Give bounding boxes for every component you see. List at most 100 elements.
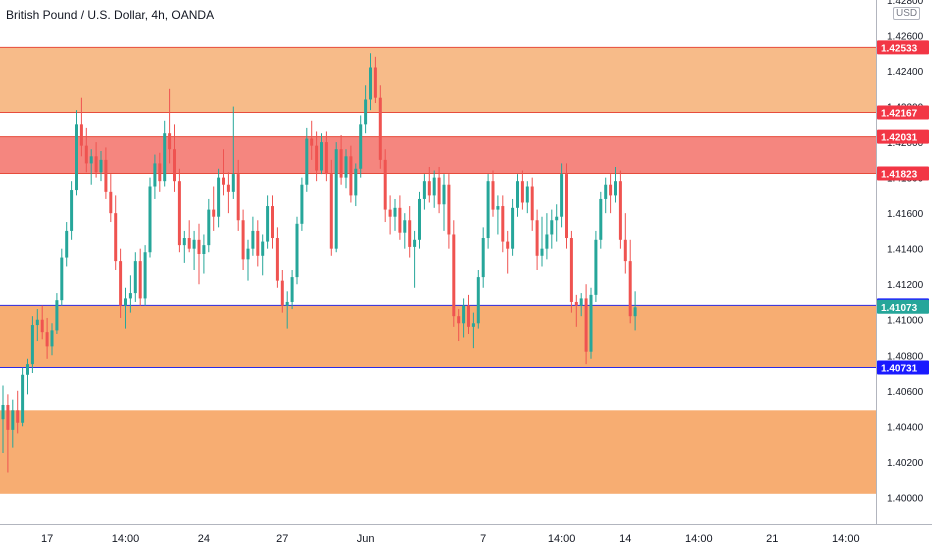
- candle-body[interactable]: [124, 298, 127, 306]
- candle-body[interactable]: [589, 294, 593, 352]
- candle-body[interactable]: [30, 325, 34, 365]
- candle-body[interactable]: [236, 174, 240, 221]
- candle-body[interactable]: [398, 207, 402, 233]
- candle-body[interactable]: [40, 319, 44, 333]
- candle-body[interactable]: [373, 67, 377, 98]
- candle-body[interactable]: [550, 220, 554, 235]
- candle-body[interactable]: [437, 177, 441, 205]
- candle-body[interactable]: [16, 410, 20, 423]
- candle-body[interactable]: [594, 239, 598, 295]
- candle-body[interactable]: [579, 298, 583, 306]
- candle-body[interactable]: [11, 410, 15, 430]
- candle-body[interactable]: [614, 181, 617, 196]
- candle-body[interactable]: [481, 238, 485, 278]
- candle-body[interactable]: [633, 307, 637, 317]
- candle-body[interactable]: [99, 159, 103, 173]
- candle-body[interactable]: [114, 213, 118, 262]
- candle-body[interactable]: [138, 261, 142, 299]
- candle-body[interactable]: [339, 149, 343, 178]
- candle-body[interactable]: [275, 238, 279, 281]
- candle-body[interactable]: [349, 156, 353, 196]
- candle-body[interactable]: [320, 142, 323, 171]
- candle-body[interactable]: [486, 181, 490, 239]
- candle-body[interactable]: [75, 124, 78, 191]
- candle-body[interactable]: [525, 186, 529, 203]
- candle-body[interactable]: [168, 133, 172, 150]
- candle-body[interactable]: [266, 206, 270, 242]
- candle-body[interactable]: [182, 238, 186, 246]
- candle-body[interactable]: [422, 181, 426, 199]
- candle-body[interactable]: [565, 174, 568, 239]
- candle-body[interactable]: [271, 206, 274, 239]
- candle-body[interactable]: [329, 174, 333, 249]
- candle-body[interactable]: [408, 220, 412, 247]
- candle-body[interactable]: [143, 252, 147, 299]
- candle-body[interactable]: [89, 156, 93, 164]
- candle-body[interactable]: [35, 319, 39, 326]
- candle-body[interactable]: [109, 191, 113, 214]
- candle-body[interactable]: [79, 124, 83, 146]
- candle-body[interactable]: [545, 234, 549, 249]
- candle-body[interactable]: [128, 293, 132, 299]
- candle-body[interactable]: [207, 209, 211, 246]
- candle-body[interactable]: [540, 248, 544, 256]
- candle-body[interactable]: [403, 220, 407, 233]
- candle-body[interactable]: [462, 305, 466, 324]
- candle-body[interactable]: [618, 181, 622, 240]
- candle-body[interactable]: [491, 181, 495, 210]
- candle-body[interactable]: [535, 220, 539, 256]
- candle-body[interactable]: [447, 184, 451, 235]
- candle-body[interactable]: [261, 241, 265, 256]
- candle-body[interactable]: [584, 298, 588, 352]
- candle-body[interactable]: [560, 174, 564, 217]
- candle-body[interactable]: [344, 156, 348, 178]
- candle-body[interactable]: [222, 177, 225, 185]
- candle-body[interactable]: [476, 277, 480, 324]
- candle-body[interactable]: [133, 261, 137, 294]
- candle-body[interactable]: [310, 138, 314, 146]
- candle-body[interactable]: [119, 261, 123, 306]
- candle-body[interactable]: [285, 301, 289, 306]
- candle-body[interactable]: [334, 149, 338, 249]
- candle-body[interactable]: [94, 156, 98, 173]
- candle-body[interactable]: [226, 184, 230, 192]
- candle-body[interactable]: [609, 184, 613, 196]
- candle-body[interactable]: [55, 300, 59, 331]
- candle-body[interactable]: [359, 124, 363, 169]
- candle-body[interactable]: [280, 280, 284, 306]
- candle-body[interactable]: [324, 142, 328, 175]
- candle-body[interactable]: [511, 207, 515, 249]
- candle-body[interactable]: [1, 404, 5, 420]
- candle-body[interactable]: [65, 230, 69, 258]
- candle-body[interactable]: [378, 97, 382, 160]
- candle-body[interactable]: [354, 168, 358, 196]
- candle-body[interactable]: [520, 181, 524, 203]
- candle-body[interactable]: [516, 181, 519, 208]
- candle-body[interactable]: [501, 206, 505, 242]
- candle-body[interactable]: [413, 239, 417, 247]
- candle-body[interactable]: [202, 245, 206, 255]
- candle-body[interactable]: [300, 184, 304, 224]
- candle-body[interactable]: [163, 133, 167, 182]
- candle-body[interactable]: [241, 220, 245, 260]
- candle-body[interactable]: [21, 374, 25, 423]
- candle-body[interactable]: [599, 198, 603, 240]
- candle-body[interactable]: [50, 330, 54, 347]
- candle-body[interactable]: [153, 163, 157, 187]
- candle-body[interactable]: [158, 163, 162, 182]
- candle-body[interactable]: [432, 177, 436, 196]
- candle-body[interactable]: [393, 207, 397, 217]
- candle-body[interactable]: [623, 239, 627, 262]
- candle-body[interactable]: [148, 186, 152, 253]
- candle-body[interactable]: [496, 206, 500, 210]
- candle-body[interactable]: [251, 230, 255, 249]
- candle-body[interactable]: [231, 174, 235, 192]
- candle-body[interactable]: [290, 277, 294, 302]
- candle-body[interactable]: [506, 241, 510, 249]
- candle-body[interactable]: [467, 305, 470, 327]
- candle-body[interactable]: [427, 181, 431, 196]
- candle-body[interactable]: [173, 149, 176, 182]
- candle-body[interactable]: [60, 257, 64, 301]
- candle-body[interactable]: [574, 301, 578, 306]
